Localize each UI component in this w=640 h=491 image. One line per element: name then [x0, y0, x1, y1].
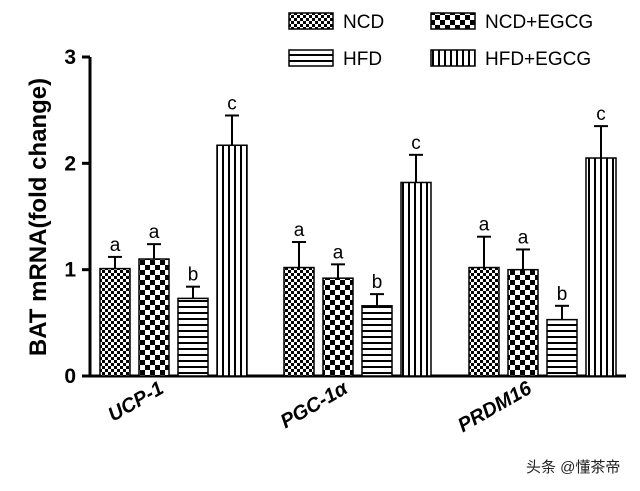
y-tick-label: 1	[64, 259, 76, 282]
legend: NCD NCD+EGCG HFD HFD+EGCG	[288, 12, 593, 70]
bar-ncd-egcg-3	[507, 268, 539, 377]
significance-letter: a	[294, 220, 305, 241]
significance-letter: a	[333, 242, 344, 263]
significance-letter: a	[149, 222, 160, 243]
y-tick-label: 0	[64, 365, 76, 388]
significance-letter: c	[227, 93, 237, 114]
legend-swatch	[288, 12, 334, 30]
significance-letter: b	[557, 284, 568, 305]
legend-label: NCD	[343, 12, 384, 33]
y-axis-label: BAT mRNA(fold change)	[25, 78, 52, 356]
legend-label: HFD+EGCG	[485, 49, 591, 70]
watermark-text: 头条 @懂茶帝	[526, 459, 620, 476]
bar-ncd-egcg-2	[322, 277, 354, 377]
significance-letter: a	[110, 235, 121, 256]
category-labels: UCP-1 PGC-1α PRDM16	[105, 376, 537, 436]
bar-ncd-egcg-1	[138, 258, 170, 377]
bar-hfd-1	[177, 297, 209, 377]
category-label: PGC-1α	[277, 376, 353, 433]
bar-ncd-1	[99, 267, 131, 377]
bar-hfd-egcg-3	[585, 157, 617, 377]
significance-letter: b	[372, 272, 383, 293]
legend-swatch	[430, 49, 476, 67]
y-ticks: 0 1 2 3	[64, 46, 90, 388]
category-label: UCP-1	[105, 377, 168, 426]
bar-hfd-3	[546, 318, 578, 377]
bar-hfd-2	[361, 305, 393, 377]
bar-hfd-egcg-1	[216, 144, 248, 377]
legend-swatch	[430, 12, 476, 30]
y-tick-label: 2	[64, 152, 76, 175]
significance-letter: a	[479, 215, 490, 236]
bar-ncd-3	[468, 266, 500, 377]
legend-label: NCD+EGCG	[485, 12, 593, 33]
significance-letter: b	[188, 265, 199, 286]
category-label: PRDM16	[454, 377, 536, 437]
y-tick-label: 3	[64, 46, 76, 69]
bars: a a a a a a b b b c c c	[99, 93, 617, 377]
bar-hfd-egcg-2	[400, 181, 432, 377]
legend-label: HFD	[343, 49, 382, 70]
bar-ncd-2	[283, 266, 315, 377]
legend-swatch	[288, 49, 334, 67]
significance-letter: a	[518, 227, 529, 248]
significance-letter: c	[411, 133, 421, 154]
significance-letter: c	[596, 104, 606, 125]
